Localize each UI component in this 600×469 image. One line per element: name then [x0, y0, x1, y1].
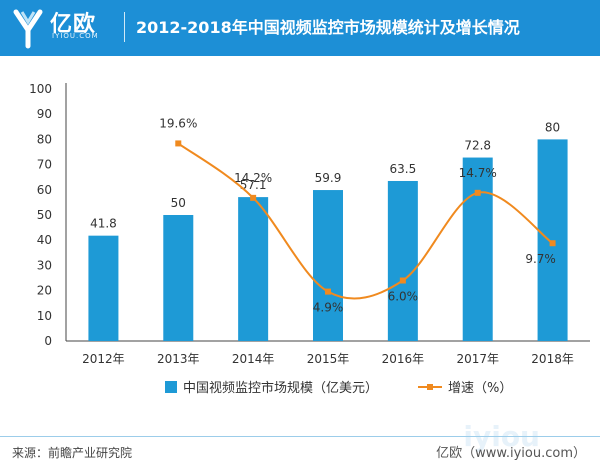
growth-value-label: 6.0%: [388, 290, 419, 304]
logo-text: 亿欧: [50, 12, 97, 37]
growth-value-label: 4.9%: [313, 301, 344, 315]
x-tick-label: 2013年: [157, 352, 200, 366]
footer-divider: [0, 436, 600, 437]
bar: [88, 235, 119, 341]
x-tick-label: 2016年: [382, 352, 425, 366]
growth-point: [175, 140, 182, 147]
growth-point: [325, 288, 331, 295]
x-tick-label: 2014年: [232, 352, 275, 366]
growth-value-label: 19.6%: [159, 116, 197, 130]
growth-value-label: 14.2%: [234, 171, 272, 185]
y-tick-label: 0: [44, 334, 52, 348]
growth-value-label: 9.7%: [525, 252, 556, 266]
y-tick-label: 100: [29, 82, 52, 96]
x-tick-label: 2017年: [456, 352, 499, 366]
bar-value-label: 63.5: [389, 162, 416, 176]
header-bar: 亿欧 IYIOU.COM 2012-2018年中国视频监控市场规模统计及增长情况: [0, 0, 600, 56]
source-text: 来源：前瞻产业研究院: [12, 446, 133, 460]
growth-value-label: 14.7%: [459, 166, 497, 180]
logo-subtext: IYIOU.COM: [52, 32, 99, 40]
growth-point: [399, 277, 406, 284]
x-tick-label: 2012年: [82, 352, 125, 366]
bar: [313, 190, 343, 341]
growth-point: [250, 194, 257, 201]
bar: [163, 215, 194, 341]
chart-area: 0 10 20 30 40 50 60 70 80 90 100 41.8 2012年 50 2013年 57…: [29, 82, 590, 396]
legend-line-marker: [427, 384, 433, 390]
y-tick-label: 40: [37, 233, 52, 247]
y-tick-label: 80: [37, 132, 52, 146]
bar: [537, 139, 568, 341]
bar-value-label: 80: [545, 120, 560, 134]
growth-point: [549, 240, 556, 247]
y-tick-label: 30: [37, 258, 52, 272]
x-tick-label: 2018年: [531, 352, 574, 366]
bar-value-label: 57.1: [240, 178, 267, 192]
bar-value-label: 72.8: [464, 139, 491, 153]
y-tick-label: 90: [37, 107, 52, 121]
y-tick-label: 10: [37, 309, 52, 323]
x-tick-label: 2015年: [307, 352, 350, 366]
bar-value-label: 59.9: [315, 171, 342, 185]
bar: [387, 180, 418, 341]
y-tick-label: 20: [37, 284, 52, 298]
y-tick-label: 50: [37, 208, 52, 222]
bar: [462, 157, 493, 341]
bar: [238, 197, 269, 341]
legend-line-label: 增速（%）: [448, 381, 512, 396]
legend-bar-label: 中国视频监控市场规模（亿美元）: [183, 380, 378, 396]
bar-value-label: 41.8: [90, 217, 117, 231]
y-tick-label: 70: [37, 158, 52, 172]
header-divider: [124, 12, 125, 42]
growth-point: [474, 189, 481, 196]
brand-text: 亿欧（www.iyiou.com）: [436, 446, 586, 461]
y-tick-label: 60: [37, 183, 52, 197]
yiou-logo-icon: [13, 9, 43, 49]
bar-value-label: 50: [171, 196, 186, 210]
legend-bar-swatch: [165, 381, 177, 393]
page-title: 2012-2018年中国视频监控市场规模统计及增长情况: [136, 18, 520, 37]
